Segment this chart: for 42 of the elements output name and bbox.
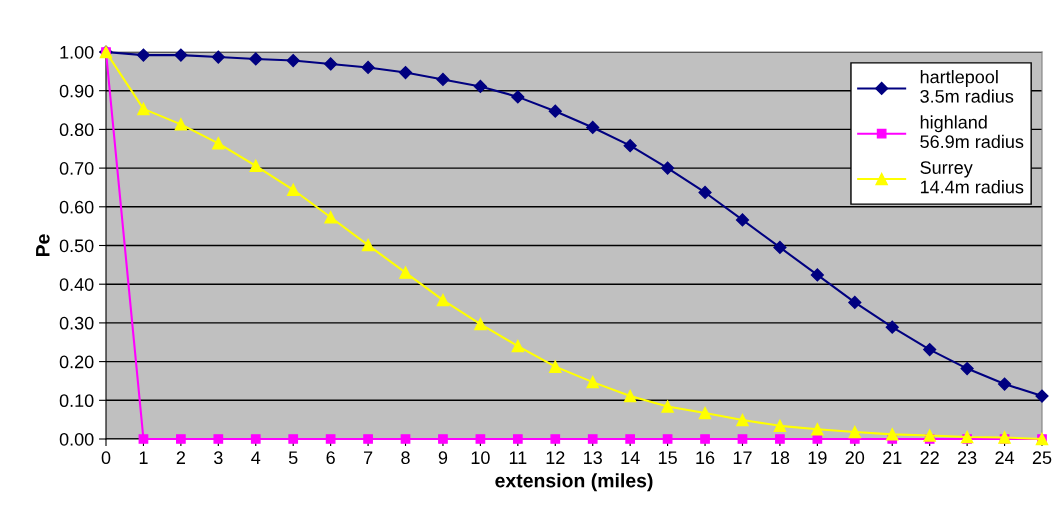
x-tick-label: 13 [584,451,602,465]
x-tick-label: 2 [176,451,185,464]
y-tick-label: 0.80 [59,123,94,137]
x-tick-label: 6 [326,451,335,465]
x-tick-label: 19 [808,451,827,465]
y-tick-label: 0.00 [59,432,94,446]
x-tick-label: 5 [288,451,298,465]
x-tick-label: 21 [883,451,902,464]
x-tick-label: 24 [995,451,1015,464]
x-tick-label: 20 [845,451,865,465]
x-tick-label: 22 [920,451,939,464]
x-tick-label: 11 [509,451,527,464]
x-tick-label: 3 [213,451,223,465]
x-tick-label: 0 [101,451,111,465]
x-tick-label: 12 [546,451,565,464]
y-tick-label: 0.70 [59,162,94,175]
y-tick-label: 0.10 [59,394,94,408]
y-tick-label: 1.00 [60,45,94,59]
y-tick-label: 0.40 [59,278,94,291]
x-tick-label: 25 [1032,451,1052,465]
y-tick-label: 0.50 [59,239,94,253]
x-tick-label: 8 [401,451,410,465]
legend-label: Surrey 14.4m radius [920,161,1024,194]
x-tick-label: 9 [438,451,448,465]
y-tick-label: 0.30 [59,316,94,330]
x-tick-label: 10 [471,451,490,465]
y-axis-title: Pe [36,234,50,257]
x-tick-label: 23 [957,451,977,465]
x-tick-label: 16 [696,451,715,465]
x-tick-label: 17 [733,451,752,464]
x-tick-label: 14 [621,451,640,464]
y-tick-label: 0.20 [59,355,94,369]
x-tick-label: 1 [139,451,148,464]
x-tick-label: 7 [363,451,373,464]
legend-label: highland 56.9m radius [920,115,1024,149]
x-axis-title: extension (miles) [495,473,653,492]
legend-label: hartlepool 3.5m radius [920,70,1014,103]
y-tick-label: 0.90 [59,84,94,98]
x-tick-label: 15 [658,451,677,465]
x-tick-label: 4 [251,451,261,464]
y-tick-label: 0.60 [59,200,94,214]
x-tick-label: 18 [771,451,790,465]
